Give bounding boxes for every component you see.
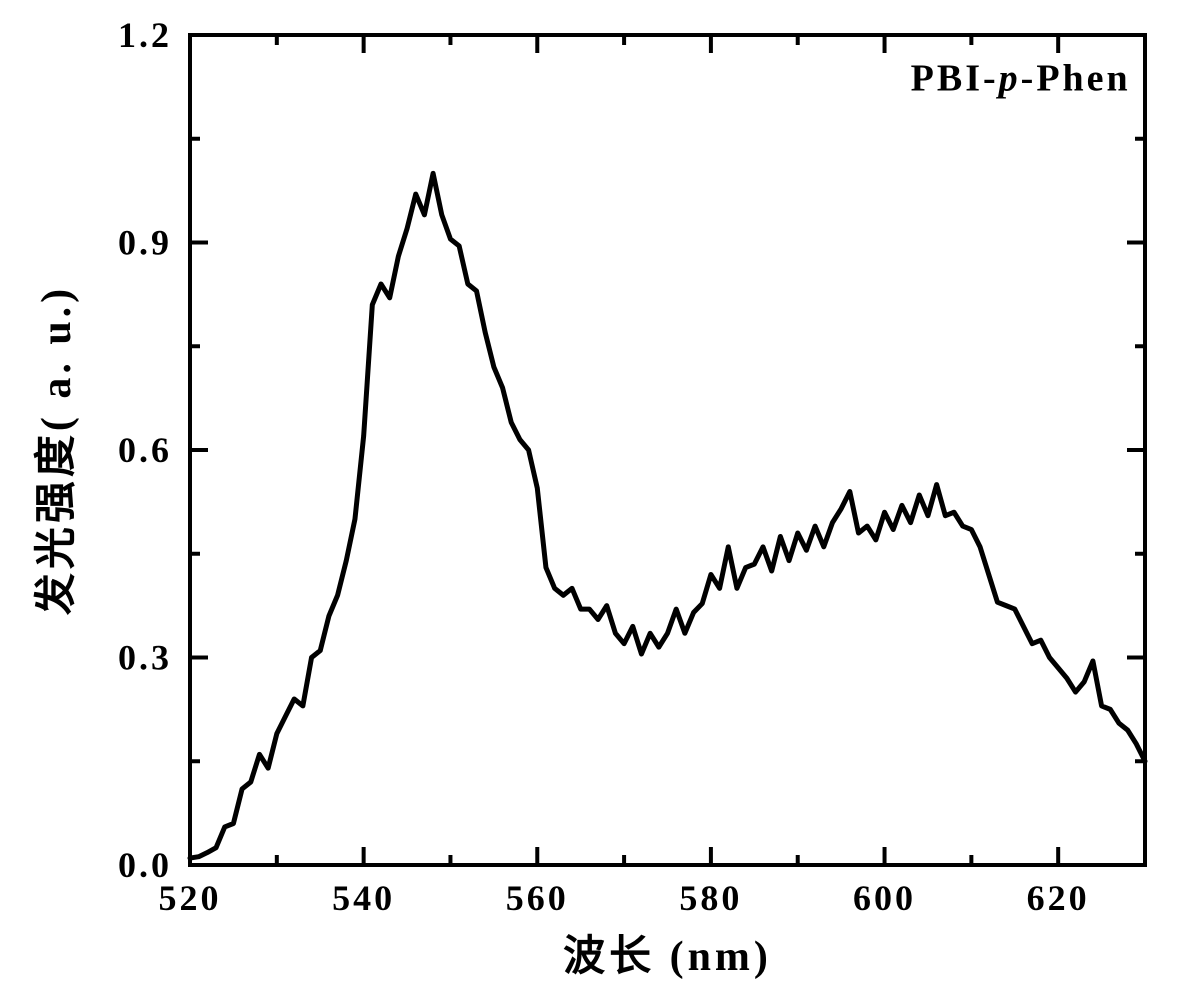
chart-container: 5205405605806006200.00.30.60.91.2波长 (nm)…: [0, 0, 1182, 998]
x-tick-label: 560: [506, 878, 569, 918]
y-tick-label: 1.2: [118, 15, 172, 55]
legend-label: PBI-p-Phen: [911, 58, 1131, 100]
y-tick-label: 0.3: [118, 638, 172, 678]
x-axis-label: 波长 (nm): [563, 933, 772, 980]
x-tick-label: 540: [332, 878, 395, 918]
x-tick-label: 580: [679, 878, 742, 918]
x-tick-label: 600: [853, 878, 916, 918]
y-tick-label: 0.0: [118, 845, 172, 885]
emission-spectrum-chart: 5205405605806006200.00.30.60.91.2波长 (nm)…: [0, 0, 1182, 998]
y-tick-label: 0.6: [118, 430, 172, 470]
y-axis-label: 发光强度( a. u.): [33, 285, 80, 615]
y-tick-label: 0.9: [118, 223, 172, 263]
x-tick-label: 620: [1027, 878, 1090, 918]
